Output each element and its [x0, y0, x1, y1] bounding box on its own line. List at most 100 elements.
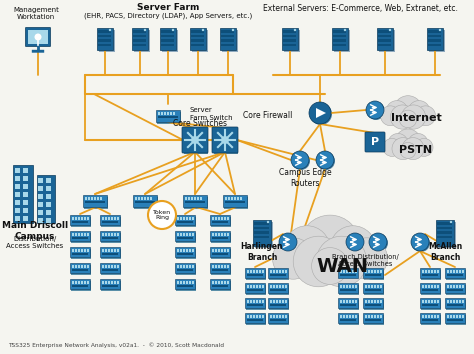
FancyBboxPatch shape: [253, 300, 255, 303]
FancyBboxPatch shape: [102, 217, 104, 220]
FancyBboxPatch shape: [38, 218, 44, 223]
FancyBboxPatch shape: [72, 233, 91, 242]
FancyBboxPatch shape: [434, 285, 436, 288]
FancyBboxPatch shape: [270, 319, 286, 321]
FancyBboxPatch shape: [23, 208, 28, 213]
FancyBboxPatch shape: [182, 127, 208, 153]
FancyBboxPatch shape: [245, 298, 265, 308]
FancyBboxPatch shape: [158, 112, 160, 115]
FancyBboxPatch shape: [427, 28, 443, 50]
FancyBboxPatch shape: [15, 192, 20, 197]
FancyBboxPatch shape: [138, 197, 140, 200]
FancyBboxPatch shape: [117, 233, 119, 236]
FancyBboxPatch shape: [101, 249, 121, 258]
FancyBboxPatch shape: [191, 34, 204, 37]
Text: Core Switches: Core Switches: [173, 120, 227, 129]
FancyBboxPatch shape: [224, 217, 226, 220]
FancyBboxPatch shape: [177, 249, 179, 252]
FancyBboxPatch shape: [334, 34, 346, 37]
FancyBboxPatch shape: [422, 315, 424, 318]
FancyBboxPatch shape: [108, 233, 110, 236]
FancyBboxPatch shape: [218, 217, 220, 220]
FancyBboxPatch shape: [368, 300, 370, 303]
FancyBboxPatch shape: [371, 300, 373, 303]
FancyBboxPatch shape: [462, 315, 464, 318]
FancyBboxPatch shape: [221, 44, 235, 46]
FancyBboxPatch shape: [379, 30, 392, 33]
FancyBboxPatch shape: [81, 217, 83, 220]
FancyBboxPatch shape: [105, 217, 107, 220]
Circle shape: [300, 215, 360, 275]
FancyBboxPatch shape: [225, 201, 245, 203]
FancyBboxPatch shape: [102, 281, 104, 284]
FancyBboxPatch shape: [72, 280, 91, 291]
FancyBboxPatch shape: [189, 233, 191, 236]
FancyBboxPatch shape: [340, 315, 342, 318]
FancyBboxPatch shape: [270, 300, 272, 303]
FancyBboxPatch shape: [197, 197, 199, 200]
Circle shape: [381, 106, 401, 126]
FancyBboxPatch shape: [99, 39, 111, 41]
FancyBboxPatch shape: [72, 285, 88, 287]
FancyBboxPatch shape: [253, 220, 271, 246]
FancyBboxPatch shape: [279, 300, 281, 303]
FancyBboxPatch shape: [270, 289, 286, 291]
FancyBboxPatch shape: [180, 217, 182, 220]
FancyBboxPatch shape: [343, 300, 345, 303]
Circle shape: [291, 151, 309, 169]
Circle shape: [202, 29, 204, 31]
FancyBboxPatch shape: [211, 264, 231, 274]
FancyBboxPatch shape: [276, 270, 278, 273]
FancyBboxPatch shape: [445, 268, 465, 278]
FancyBboxPatch shape: [183, 195, 207, 207]
FancyBboxPatch shape: [246, 314, 266, 325]
Circle shape: [400, 142, 416, 158]
FancyBboxPatch shape: [352, 285, 354, 288]
FancyBboxPatch shape: [212, 249, 214, 252]
FancyBboxPatch shape: [253, 315, 255, 318]
FancyBboxPatch shape: [186, 281, 188, 284]
FancyBboxPatch shape: [176, 217, 197, 227]
FancyBboxPatch shape: [379, 39, 392, 41]
FancyBboxPatch shape: [70, 215, 90, 225]
FancyBboxPatch shape: [450, 270, 452, 273]
FancyBboxPatch shape: [340, 304, 356, 306]
FancyBboxPatch shape: [221, 30, 235, 33]
Circle shape: [369, 233, 387, 251]
Circle shape: [367, 102, 385, 120]
Circle shape: [402, 138, 424, 160]
FancyBboxPatch shape: [84, 217, 86, 220]
FancyBboxPatch shape: [422, 304, 438, 306]
Text: Server
Farm Switch: Server Farm Switch: [190, 108, 233, 120]
Text: WAN: WAN: [316, 257, 368, 276]
FancyBboxPatch shape: [102, 233, 104, 236]
FancyBboxPatch shape: [380, 300, 382, 303]
FancyBboxPatch shape: [349, 300, 351, 303]
FancyBboxPatch shape: [445, 283, 465, 293]
FancyBboxPatch shape: [355, 285, 357, 288]
Circle shape: [310, 103, 332, 125]
FancyBboxPatch shape: [368, 285, 370, 288]
FancyBboxPatch shape: [343, 285, 345, 288]
FancyBboxPatch shape: [349, 315, 351, 318]
FancyBboxPatch shape: [445, 298, 465, 308]
FancyBboxPatch shape: [177, 217, 179, 220]
FancyBboxPatch shape: [346, 300, 348, 303]
FancyBboxPatch shape: [425, 285, 427, 288]
FancyBboxPatch shape: [192, 249, 194, 252]
FancyBboxPatch shape: [84, 249, 86, 252]
FancyBboxPatch shape: [246, 285, 266, 295]
FancyBboxPatch shape: [78, 281, 80, 284]
FancyBboxPatch shape: [183, 217, 185, 220]
FancyBboxPatch shape: [189, 249, 191, 252]
FancyBboxPatch shape: [447, 300, 449, 303]
FancyBboxPatch shape: [102, 269, 118, 271]
FancyBboxPatch shape: [380, 270, 382, 273]
FancyBboxPatch shape: [211, 280, 231, 291]
FancyBboxPatch shape: [38, 210, 44, 215]
FancyBboxPatch shape: [447, 314, 466, 325]
FancyBboxPatch shape: [78, 217, 80, 220]
FancyBboxPatch shape: [176, 280, 197, 291]
FancyBboxPatch shape: [425, 315, 427, 318]
FancyBboxPatch shape: [279, 315, 281, 318]
